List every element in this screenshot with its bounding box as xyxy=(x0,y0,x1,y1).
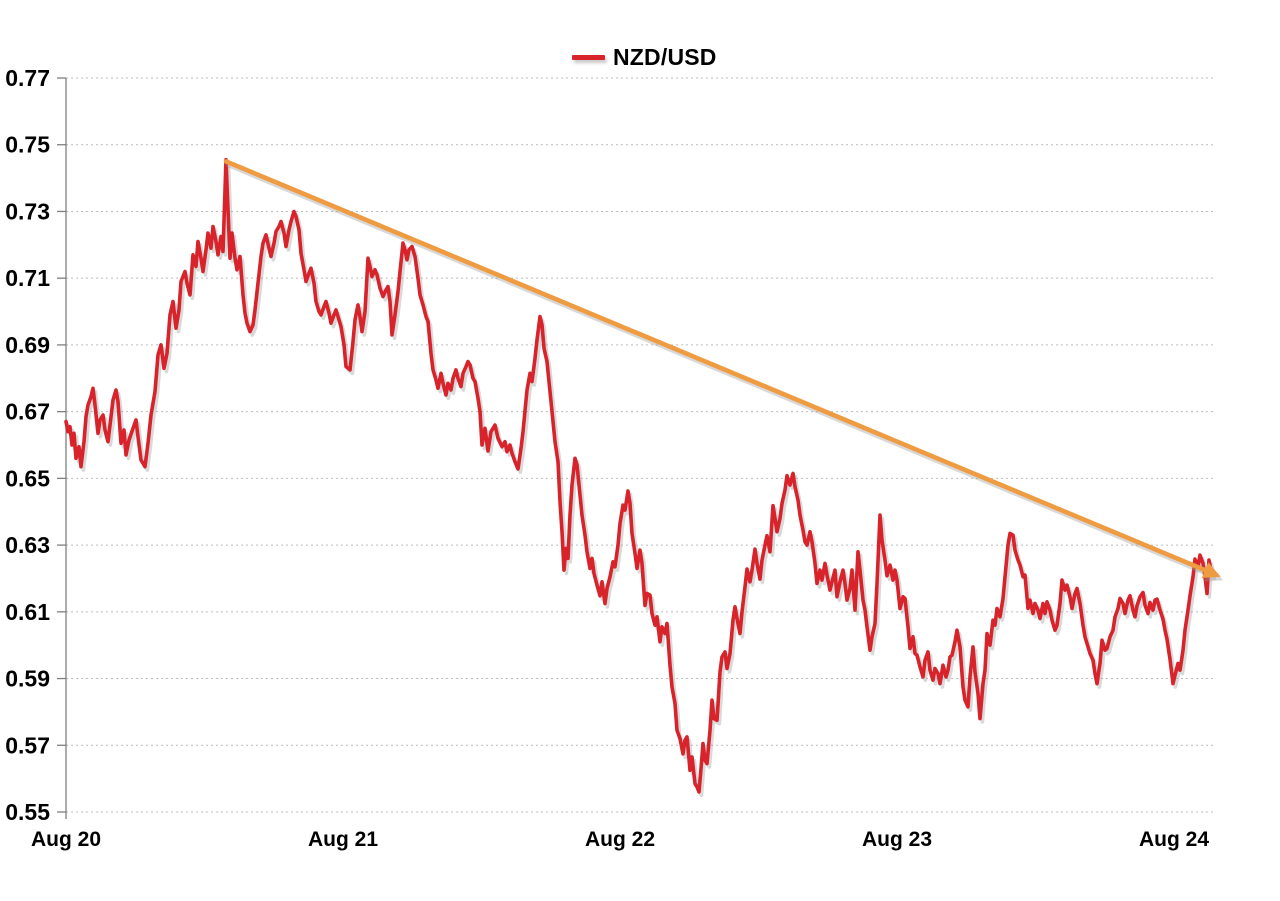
y-axis-label: 0.55 xyxy=(5,799,50,825)
legend: NZD/USD xyxy=(572,42,717,72)
legend-series-label: NZD/USD xyxy=(613,43,717,70)
x-axis-label: Aug 22 xyxy=(585,828,655,851)
y-axis-labels: 0.77 0.75 0.73 0.71 0.69 0.67 0.65 0.63 0.61 0.59… xyxy=(5,65,50,825)
y-axis xyxy=(57,77,67,819)
x-axis-label: Aug 21 xyxy=(308,828,378,851)
x-axis-labels: Aug 20 Aug 21 Aug 22 Aug 23 Aug 24 xyxy=(31,828,1209,851)
gridlines xyxy=(66,77,1213,813)
y-axis-label: 0.65 xyxy=(5,465,50,491)
y-axis-label: 0.75 xyxy=(5,132,50,158)
x-axis-label: Aug 23 xyxy=(862,828,932,851)
y-axis-label: 0.59 xyxy=(5,666,50,692)
y-axis-label: 0.77 xyxy=(5,65,50,91)
y-axis-label: 0.61 xyxy=(5,599,50,625)
y-axis-label: 0.73 xyxy=(5,198,50,224)
y-axis-label: 0.63 xyxy=(5,532,50,558)
y-axis-label: 0.71 xyxy=(5,265,50,291)
x-axis-label: Aug 20 xyxy=(31,828,101,851)
trend-arrow xyxy=(223,159,1221,578)
y-axis-label: 0.69 xyxy=(5,332,50,358)
trend-arrow-shadow xyxy=(226,162,1224,582)
series-line-nzdusd xyxy=(64,157,1214,794)
legend-line-marker xyxy=(572,54,605,60)
y-axis-label: 0.67 xyxy=(5,399,50,425)
y-axis-label: 0.57 xyxy=(5,732,50,758)
x-axis-label: Aug 24 xyxy=(1139,828,1209,851)
